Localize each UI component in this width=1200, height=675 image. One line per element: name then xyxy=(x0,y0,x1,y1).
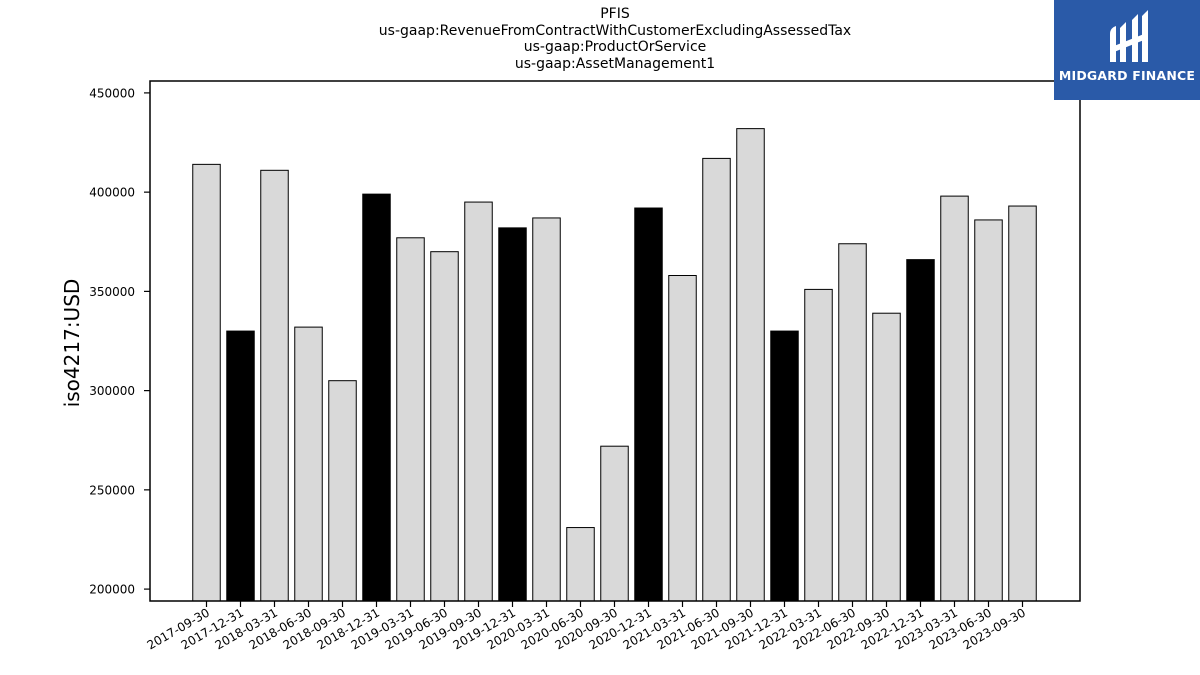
title-line-1: PFIS xyxy=(600,6,630,22)
y-tick-label: 250000 xyxy=(89,483,135,497)
bar-2018-03-31 xyxy=(260,169,289,602)
y-tick-label: 350000 xyxy=(89,285,135,299)
bar-2017-09-30 xyxy=(192,163,221,602)
bar-2023-03-31 xyxy=(940,195,969,602)
bars-group xyxy=(192,128,1037,602)
bar-2022-06-30 xyxy=(838,243,867,602)
y-tick-label: 400000 xyxy=(89,186,135,200)
y-tick-label: 300000 xyxy=(89,384,135,398)
bar-2018-09-30 xyxy=(328,380,357,602)
y-tick-label: 450000 xyxy=(89,86,135,100)
bar-2019-12-31 xyxy=(498,227,527,602)
y-axis-label: iso4217:USD xyxy=(60,279,84,408)
x-axis: 2017-09-302017-12-312018-03-312018-06-30… xyxy=(145,601,1028,652)
bar-2021-12-31 xyxy=(770,330,799,602)
bar-2022-09-30 xyxy=(872,312,901,602)
bar-2018-12-31 xyxy=(362,193,391,602)
bar-2021-09-30 xyxy=(736,128,765,602)
y-axis: 200000 250000 300000 350000 400000 450000 xyxy=(89,86,150,597)
bar-2023-06-30 xyxy=(974,219,1003,602)
bar-2021-03-31 xyxy=(668,275,697,602)
bar-2020-06-30 xyxy=(566,527,595,602)
title-line-2: us-gaap:RevenueFromContractWithCustomerE… xyxy=(378,23,852,39)
bar-2023-09-30 xyxy=(1008,205,1037,602)
bar-2020-09-30 xyxy=(600,445,629,602)
bar-2018-06-30 xyxy=(294,326,323,602)
bar-2019-09-30 xyxy=(464,201,493,602)
bar-2021-06-30 xyxy=(702,157,731,602)
bar-2019-03-31 xyxy=(396,237,425,602)
y-tick-label: 200000 xyxy=(89,583,135,597)
midgard-logo-icon xyxy=(1110,10,1148,62)
bar-2019-06-30 xyxy=(430,251,459,602)
title-line-4: us-gaap:AssetManagement1 xyxy=(514,56,716,72)
bar-2022-03-31 xyxy=(804,288,833,602)
bar-2020-03-31 xyxy=(532,217,561,602)
brand-logo: MIDGARD FINANCE xyxy=(1054,0,1200,100)
logo-text: MIDGARD FINANCE xyxy=(1058,68,1196,83)
bar-2017-12-31 xyxy=(226,330,255,602)
bar-2022-12-31 xyxy=(906,259,935,602)
title-line-3: us-gaap:ProductOrService xyxy=(523,39,707,55)
bar-2020-12-31 xyxy=(634,207,663,602)
